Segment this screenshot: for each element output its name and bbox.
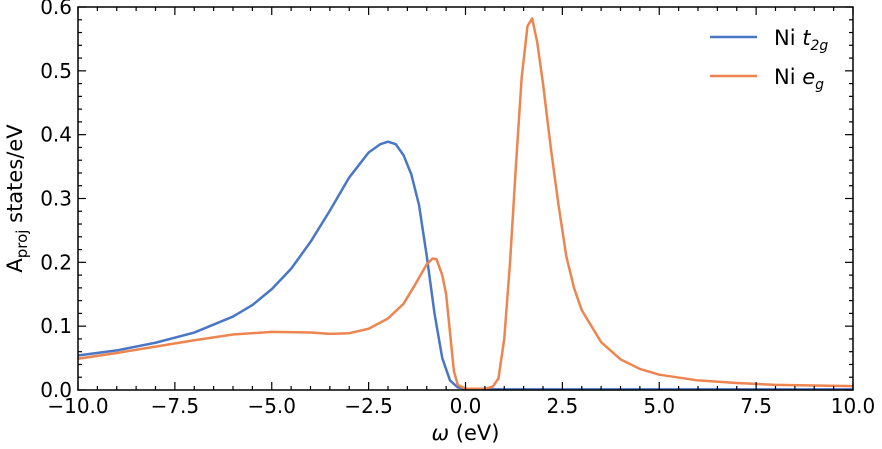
x-tick-label: −2.5 [344,394,393,418]
y-tick-label: 0.2 [40,250,72,274]
x-tick-label: 5.0 [643,394,675,418]
y-tick-label: 0.0 [40,378,72,402]
y-tick-label: 0.4 [40,123,72,147]
y-axis-label-subscript: proj [13,230,31,259]
x-tick-label: 7.5 [740,394,772,418]
x-tick-label: −7.5 [151,394,200,418]
x-axis-label-symbol: ω [432,421,450,445]
series-line-1 [77,17,854,390]
x-tick-label: −5.0 [247,394,296,418]
y-tick-label: 0.6 [40,0,72,19]
tick-labels: −10.0 −7.5 −5.0 −2.5 0.0 2.5 5.0 7.5 10.0 0.0 0.1 0… [40,0,875,418]
x-tick-label: 0.0 [450,394,482,418]
legend-label-t2g: Ni t2g [774,26,828,54]
ticks-layer [77,6,854,391]
y-axis-label-rest: states/eV [3,124,27,230]
x-tick-label: 2.5 [546,394,578,418]
y-axis-label-main: A [3,258,27,273]
legend-label-eg: Ni eg [774,65,824,93]
y-tick-label: 0.1 [40,314,72,338]
legend: Ni t2g Ni eg [710,26,828,93]
x-tick-label: 10.0 [831,394,876,418]
x-axis-label: ω (eV) [432,421,500,445]
x-axis-label-unit: (eV) [449,421,499,445]
y-tick-label: 0.3 [40,187,72,211]
y-tick-label: 0.5 [40,59,72,83]
y-axis-label: Aproj states/eV [3,124,31,273]
series-line-0 [77,140,853,391]
x-tick-label: −10.0 [47,394,108,418]
series-layer [77,17,854,391]
